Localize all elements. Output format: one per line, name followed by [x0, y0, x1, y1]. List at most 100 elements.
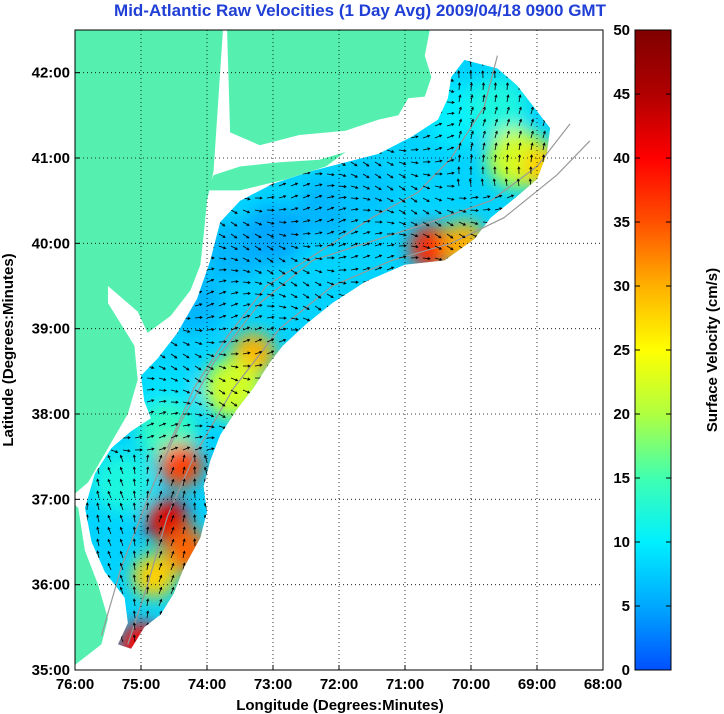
velocity-arrowhead: [146, 466, 150, 470]
velocity-arrow: [386, 209, 394, 214]
velocity-arrowhead: [187, 316, 191, 320]
velocity-arrowhead: [391, 254, 395, 258]
velocity-arrow: [482, 195, 490, 199]
velocity-arrow: [158, 455, 162, 463]
velocity-arrowhead: [504, 178, 508, 182]
velocity-arrow: [422, 197, 430, 202]
velocity-arrow: [194, 377, 202, 383]
velocity-arrow: [386, 266, 394, 271]
velocity-arrowhead: [198, 402, 203, 406]
velocity-arrow: [182, 353, 190, 359]
velocity-arrow: [278, 293, 286, 298]
velocity-arrow: [542, 131, 546, 139]
velocity-arrow: [302, 183, 310, 187]
velocity-arrow: [230, 377, 238, 381]
velocity-arrow: [410, 197, 418, 203]
velocity-arrow: [422, 173, 430, 176]
velocity-arrowhead: [493, 23, 495, 25]
velocity-arrow: [482, 131, 486, 139]
velocity-arrowhead: [146, 538, 150, 542]
velocity-arrow: [362, 242, 370, 247]
velocity-arrow: [242, 377, 250, 380]
velocity-arrowhead: [354, 174, 359, 178]
velocity-arrow: [290, 220, 299, 223]
velocity-arrow: [410, 173, 418, 177]
velocity-arrow: [422, 135, 430, 139]
velocity-arrowhead: [458, 142, 462, 146]
velocity-arrowhead: [531, 118, 534, 122]
velocity-arrowhead: [270, 282, 275, 286]
velocity-arrowhead: [107, 502, 111, 507]
velocity-arrow: [398, 221, 406, 225]
velocity-arrowhead: [390, 187, 394, 191]
velocity-arrow: [120, 539, 124, 547]
velocity-arrowhead: [505, 154, 510, 158]
velocity-arrowhead: [565, 23, 567, 25]
velocity-arrowhead: [426, 234, 430, 238]
velocity-arrow: [120, 515, 124, 523]
colorbar-tick-label: 15: [613, 470, 630, 487]
velocity-arrowhead: [469, 154, 474, 158]
velocity-arrowhead: [146, 586, 150, 590]
velocity-arrowhead: [342, 230, 347, 234]
velocity-arrowhead: [132, 562, 136, 566]
velocity-arrow: [254, 233, 262, 238]
velocity-arrow: [302, 172, 310, 175]
velocity-arrowhead: [234, 235, 238, 239]
velocity-arrow: [170, 575, 174, 583]
velocity-arrowhead: [211, 341, 215, 345]
velocity-arrow: [254, 281, 262, 285]
velocity-arrow: [170, 434, 178, 439]
velocity-arrowhead: [247, 303, 251, 307]
velocity-arrowhead: [107, 514, 111, 519]
velocity-arrow: [97, 527, 100, 535]
velocity-arrowhead: [530, 106, 534, 110]
velocity-arrowhead: [115, 450, 119, 454]
velocity-arrow: [170, 412, 178, 415]
x-tick-label: 73:00: [254, 676, 292, 693]
velocity-arrowhead: [246, 314, 251, 318]
velocity-arrow: [182, 329, 190, 333]
velocity-arrowhead: [132, 478, 136, 482]
velocity-arrowhead: [459, 118, 462, 122]
grid-lines: [75, 30, 603, 670]
velocity-arrowhead: [235, 326, 239, 330]
velocity-arrow: [278, 208, 286, 211]
velocity-arrow: [158, 563, 162, 571]
velocity-arrow: [326, 231, 334, 235]
velocity-arrow: [314, 305, 322, 311]
velocity-arrowhead: [307, 27, 310, 29]
velocity-arrowhead: [234, 403, 238, 407]
velocity-arrowhead: [306, 307, 310, 310]
velocity-arrowhead: [151, 387, 155, 392]
velocity-arrow: [97, 479, 100, 487]
velocity-arrowhead: [427, 160, 431, 164]
velocity-arrowhead: [451, 111, 455, 115]
x-tick-label: 71:00: [386, 676, 424, 693]
velocity-arrowhead: [193, 478, 197, 482]
velocity-arrowhead: [223, 314, 227, 318]
velocity-arrowhead: [246, 210, 251, 214]
velocity-arrowhead: [199, 342, 203, 345]
velocity-arrow: [194, 447, 202, 451]
velocity-arrowhead: [427, 134, 431, 138]
velocity-arrow: [362, 185, 370, 190]
velocity-arrow: [446, 146, 454, 151]
velocity-arrow: [362, 220, 370, 223]
velocity-arrow: [242, 303, 250, 307]
velocity-arrowhead: [438, 122, 443, 126]
velocity-arrowhead: [510, 194, 515, 198]
velocity-arrowhead: [529, 166, 533, 170]
velocity-arrowhead: [366, 163, 370, 167]
velocity-arrowhead: [258, 270, 263, 274]
velocity-arrow: [170, 479, 174, 487]
velocity-arrow: [158, 491, 162, 499]
velocity-arrowhead: [282, 294, 287, 298]
velocity-arrowhead: [367, 267, 371, 270]
velocity-arrow: [446, 172, 454, 175]
colorbar-tick-label: 40: [613, 150, 630, 167]
velocity-arrow: [206, 341, 214, 344]
velocity-arrow: [206, 303, 214, 307]
velocity-arrow: [133, 563, 136, 571]
velocity-arrowhead: [451, 159, 455, 162]
